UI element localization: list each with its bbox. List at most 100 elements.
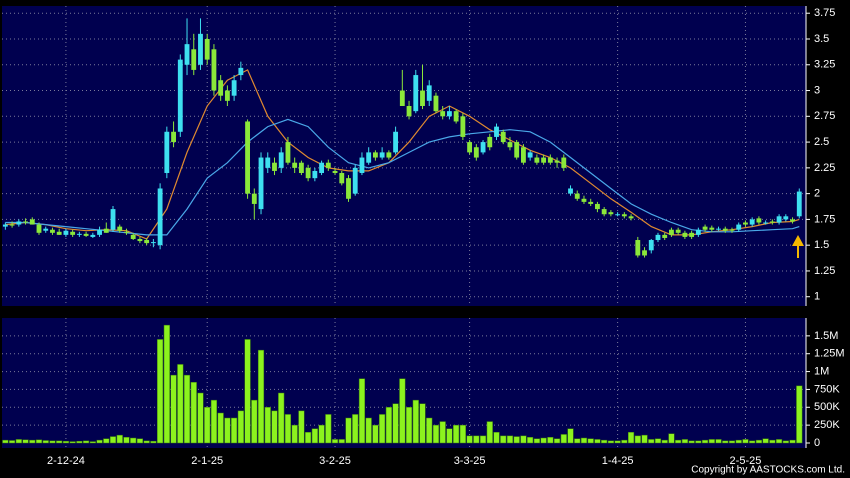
volume-bar xyxy=(35,439,43,444)
candle-body xyxy=(494,126,499,137)
volume-bar xyxy=(675,439,682,444)
y-tick-label: 1.25 xyxy=(814,265,835,277)
candle-body xyxy=(541,157,547,163)
candle-body xyxy=(440,111,446,117)
candle-body xyxy=(749,219,755,225)
volume-bar xyxy=(782,440,789,444)
volume-bar xyxy=(621,439,628,444)
volume-bar xyxy=(96,439,103,444)
volume-bar xyxy=(580,437,588,444)
candle-body xyxy=(763,222,769,224)
candle-body xyxy=(601,209,607,215)
y-tick-label: 0 xyxy=(814,437,820,449)
y-tick-label: 750K xyxy=(814,383,840,395)
volume-bar xyxy=(769,439,776,444)
candle-body xyxy=(574,193,580,199)
volume-bar xyxy=(352,414,359,444)
candle-body xyxy=(769,221,775,223)
candle-body xyxy=(729,229,735,231)
candle-body xyxy=(23,221,28,223)
volume-bar xyxy=(49,440,56,444)
volume-bar xyxy=(83,440,90,444)
volume-bar xyxy=(419,403,426,444)
volume-bar xyxy=(305,432,312,444)
candle-body xyxy=(285,142,291,163)
volume-bar xyxy=(688,440,695,444)
candle-body xyxy=(218,80,224,96)
y-tick-label: 1.75 xyxy=(814,213,835,225)
x-tick-label: 2-1-25 xyxy=(191,455,223,467)
volume-bar xyxy=(466,435,473,444)
candle-body xyxy=(56,231,62,235)
x-tick-label: 3-2-25 xyxy=(319,455,351,467)
volume-bar xyxy=(284,414,292,444)
volume-bar xyxy=(22,439,29,444)
candle-body xyxy=(319,162,325,174)
volume-bar xyxy=(614,440,621,444)
volume-bar xyxy=(42,440,49,444)
candle-body xyxy=(70,231,76,235)
candle-body xyxy=(272,162,277,171)
volume-bar xyxy=(412,399,419,444)
volume-bar xyxy=(190,382,197,444)
candle-body xyxy=(298,162,304,174)
candle-body xyxy=(433,95,439,112)
volume-bar xyxy=(432,424,440,444)
candle-body xyxy=(581,198,587,202)
candle-body xyxy=(426,85,432,101)
candle-body xyxy=(110,209,116,230)
volume-bar xyxy=(372,424,379,444)
volume-bar xyxy=(399,378,406,444)
candle-body xyxy=(776,216,782,223)
candle-body xyxy=(117,226,123,231)
candle-body xyxy=(305,167,311,179)
candle-body xyxy=(588,201,594,204)
candle-body xyxy=(124,231,129,233)
volume-bar xyxy=(358,378,366,444)
y-tick-label: 3 xyxy=(814,84,820,96)
volume-bar xyxy=(318,424,325,444)
volume-bar xyxy=(641,434,648,444)
candle-body xyxy=(460,116,466,137)
volume-bar xyxy=(204,407,211,444)
volume-bar xyxy=(493,432,500,444)
volume-bar xyxy=(426,417,433,444)
candle-body xyxy=(325,162,331,168)
volume-bar xyxy=(143,440,150,444)
candle-body xyxy=(527,152,533,158)
volume-bar xyxy=(749,440,756,444)
volume-bar xyxy=(776,439,783,444)
candle-body xyxy=(406,106,412,117)
volume-bar xyxy=(56,440,63,444)
candle-body xyxy=(346,178,351,199)
volume-bar xyxy=(244,339,251,444)
candle-body xyxy=(709,227,715,230)
y-tick-label: 500K xyxy=(814,401,840,413)
volume-bar xyxy=(486,421,493,444)
volume-bar xyxy=(170,374,177,444)
candle-body xyxy=(36,224,42,233)
candle-body xyxy=(473,147,479,158)
volume-bar xyxy=(237,410,244,444)
candle-body xyxy=(245,121,250,194)
candle-body xyxy=(561,157,567,168)
volume-bar xyxy=(594,439,601,444)
candle-body xyxy=(521,147,526,163)
candle-body xyxy=(446,111,452,117)
signal-arrow xyxy=(792,235,804,258)
volume-bar xyxy=(224,417,231,444)
volume-bar xyxy=(742,439,749,444)
price-panel xyxy=(2,6,806,306)
volume-bar xyxy=(278,392,285,444)
volume-bar xyxy=(715,439,722,444)
volume-bar xyxy=(103,438,110,444)
volume-bar xyxy=(69,441,76,444)
candle-body xyxy=(615,214,621,216)
volume-bar xyxy=(601,439,608,444)
volume-bar xyxy=(251,399,258,444)
candle-body xyxy=(399,90,405,106)
y-tick-label: 1M xyxy=(814,365,829,377)
candle-body xyxy=(231,80,237,96)
y-tick-label: 1 xyxy=(814,291,820,303)
volume-bar xyxy=(311,428,318,444)
